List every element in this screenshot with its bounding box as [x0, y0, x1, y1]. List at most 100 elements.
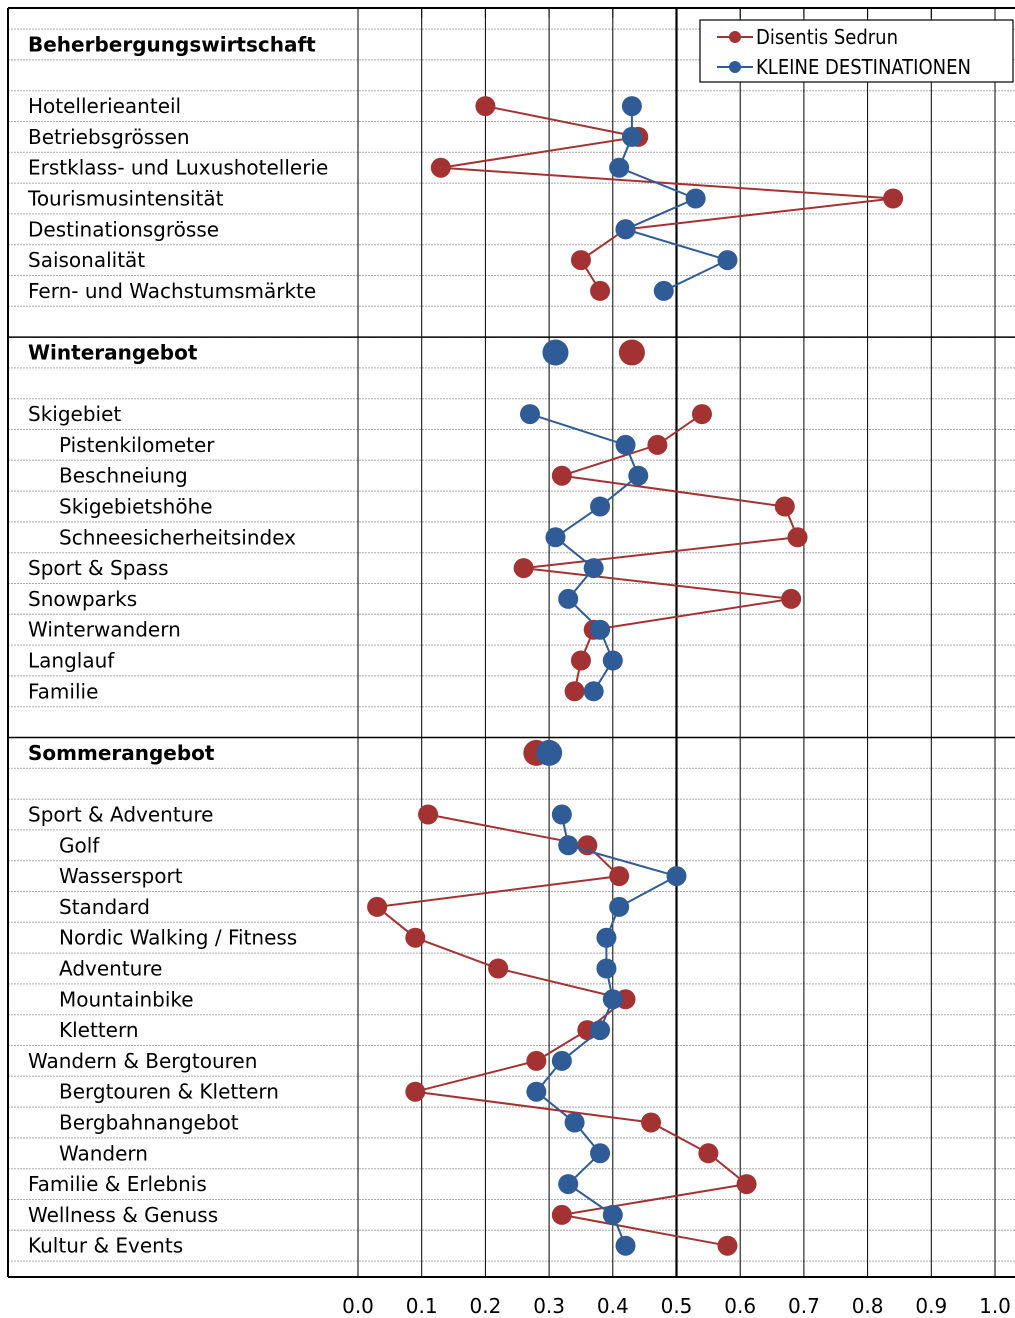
- data-point-kleine-destinationen: [717, 250, 738, 271]
- category-label: Bergbahnangebot: [59, 1111, 239, 1135]
- data-point-disentis: [405, 1081, 426, 1102]
- data-point-disentis: [641, 1112, 662, 1133]
- category-label: Nordic Walking / Fitness: [59, 926, 297, 950]
- section-heading: Winterangebot: [28, 341, 198, 365]
- data-point-kleine-destinationen: [558, 1174, 579, 1195]
- category-label: Destinationsgrösse: [28, 217, 219, 241]
- category-label: Erstklass- und Luxushotellerie: [28, 156, 328, 180]
- category-label: Wandern & Bergtouren: [28, 1049, 257, 1073]
- data-point-disentis: [590, 280, 611, 301]
- data-point-disentis: [488, 958, 509, 979]
- x-axis: 0.0 0.1 0.2 0.3 0.4 0.5 0.6 0.7 0.8 0.9 1.0: [342, 1294, 1011, 1318]
- data-point-kleine-destinationen: [564, 1112, 585, 1133]
- category-label: Wassersport: [59, 864, 183, 888]
- x-tick-label: 1.0: [979, 1294, 1011, 1318]
- category-label: Betriebsgrössen: [28, 125, 190, 149]
- legend-box: [699, 19, 1014, 83]
- data-point-disentis: [717, 1235, 738, 1256]
- data-point-disentis: [367, 896, 388, 917]
- x-tick-label: 0.0: [342, 1294, 374, 1318]
- series-line-kleine-destinationen: [529, 413, 640, 692]
- data-point-kleine-destinationen: [602, 989, 623, 1010]
- data-point-disentis: [781, 588, 802, 609]
- data-point-kleine-destinationen: [583, 681, 604, 702]
- legend: Disentis Sedrun KLEINE DESTINATIONEN: [699, 19, 1014, 83]
- section-score-kleine-destinationen: [536, 739, 563, 766]
- category-label: Wandern: [59, 1141, 148, 1165]
- row-labels: Beherbergungswirtschaft Hotellerieanteil B…: [27, 33, 328, 1258]
- data-point-disentis: [883, 188, 904, 209]
- grid-layer: [7, 7, 1015, 1278]
- category-label: Fern- und Wachstumsmärkte: [28, 279, 316, 303]
- series-line-disentis: [523, 413, 799, 692]
- data-point-disentis: [513, 558, 534, 579]
- data-point-disentis: [698, 1143, 719, 1164]
- section-score-kleine-destinationen: [542, 339, 569, 366]
- data-point-kleine-destinationen: [666, 866, 687, 887]
- section-score-disentis: [618, 339, 645, 366]
- section-heading: Sommerangebot: [28, 741, 215, 765]
- category-label: Langlauf: [28, 649, 115, 673]
- legend-marker-disentis: [729, 31, 741, 43]
- data-point-disentis: [570, 250, 591, 271]
- data-point-kleine-destinationen: [602, 650, 623, 671]
- category-label: Sport & Adventure: [28, 803, 213, 827]
- data-point-kleine-destinationen: [551, 804, 572, 825]
- x-tick-label: 0.2: [469, 1294, 501, 1318]
- series-line-disentis: [440, 105, 894, 292]
- data-point-kleine-destinationen: [615, 1235, 636, 1256]
- data-point-kleine-destinationen: [590, 496, 611, 517]
- x-tick-label: 0.7: [788, 1294, 820, 1318]
- data-point-kleine-destinationen: [615, 434, 636, 455]
- data-point-kleine-destinationen: [583, 558, 604, 579]
- category-label: Golf: [59, 833, 100, 857]
- category-label: Wellness & Genuss: [28, 1203, 218, 1227]
- category-label: Klettern: [59, 1018, 139, 1042]
- data-point-kleine-destinationen: [596, 958, 617, 979]
- data-point-kleine-destinationen: [596, 927, 617, 948]
- x-tick-label: 0.1: [406, 1294, 438, 1318]
- data-point-disentis: [475, 96, 496, 117]
- data-point-disentis: [774, 496, 795, 517]
- data-point-kleine-destinationen: [609, 896, 630, 917]
- category-label: Sport & Spass: [28, 556, 169, 580]
- legend-label-disentis: Disentis Sedrun: [756, 25, 898, 49]
- data-point-disentis: [405, 927, 426, 948]
- data-point-kleine-destinationen: [590, 619, 611, 640]
- x-tick-label: 0.5: [661, 1294, 693, 1318]
- data-point-disentis: [418, 804, 439, 825]
- data-point-kleine-destinationen: [602, 1204, 623, 1225]
- data-point-kleine-destinationen: [621, 96, 642, 117]
- category-label: Saisonalität: [28, 248, 145, 272]
- category-label: Hotellerieanteil: [28, 94, 181, 118]
- data-point-kleine-destinationen: [615, 219, 636, 240]
- data-point-disentis: [691, 404, 712, 425]
- category-label: Adventure: [59, 957, 162, 981]
- category-label: Familie & Erlebnis: [28, 1172, 207, 1196]
- category-label: Skigebietshöhe: [59, 495, 213, 519]
- category-label: Winterwandern: [28, 618, 181, 642]
- data-point-disentis: [564, 681, 585, 702]
- data-point-disentis: [787, 527, 808, 548]
- category-label: Familie: [28, 679, 98, 703]
- data-point-disentis: [609, 866, 630, 887]
- data-point-kleine-destinationen: [551, 1050, 572, 1071]
- data-point-kleine-destinationen: [519, 404, 540, 425]
- data-point-disentis: [736, 1174, 757, 1195]
- category-label: Pistenkilometer: [59, 433, 215, 457]
- x-tick-label: 0.6: [724, 1294, 756, 1318]
- x-tick-label: 0.3: [533, 1294, 565, 1318]
- data-point-disentis: [526, 1050, 547, 1071]
- legend-item-disentis: Disentis Sedrun: [717, 25, 898, 49]
- category-label: Beschneiung: [59, 464, 188, 488]
- data-point-kleine-destinationen: [609, 157, 630, 178]
- data-point-kleine-destinationen: [590, 1143, 611, 1164]
- x-tick-label: 0.4: [597, 1294, 629, 1318]
- data-point-disentis: [570, 650, 591, 671]
- category-label: Mountainbike: [59, 987, 194, 1011]
- x-tick-label: 0.8: [852, 1294, 884, 1318]
- category-label: Standard: [59, 895, 150, 919]
- legend-marker-kleine-destinationen: [729, 61, 741, 73]
- data-point-kleine-destinationen: [590, 1020, 611, 1041]
